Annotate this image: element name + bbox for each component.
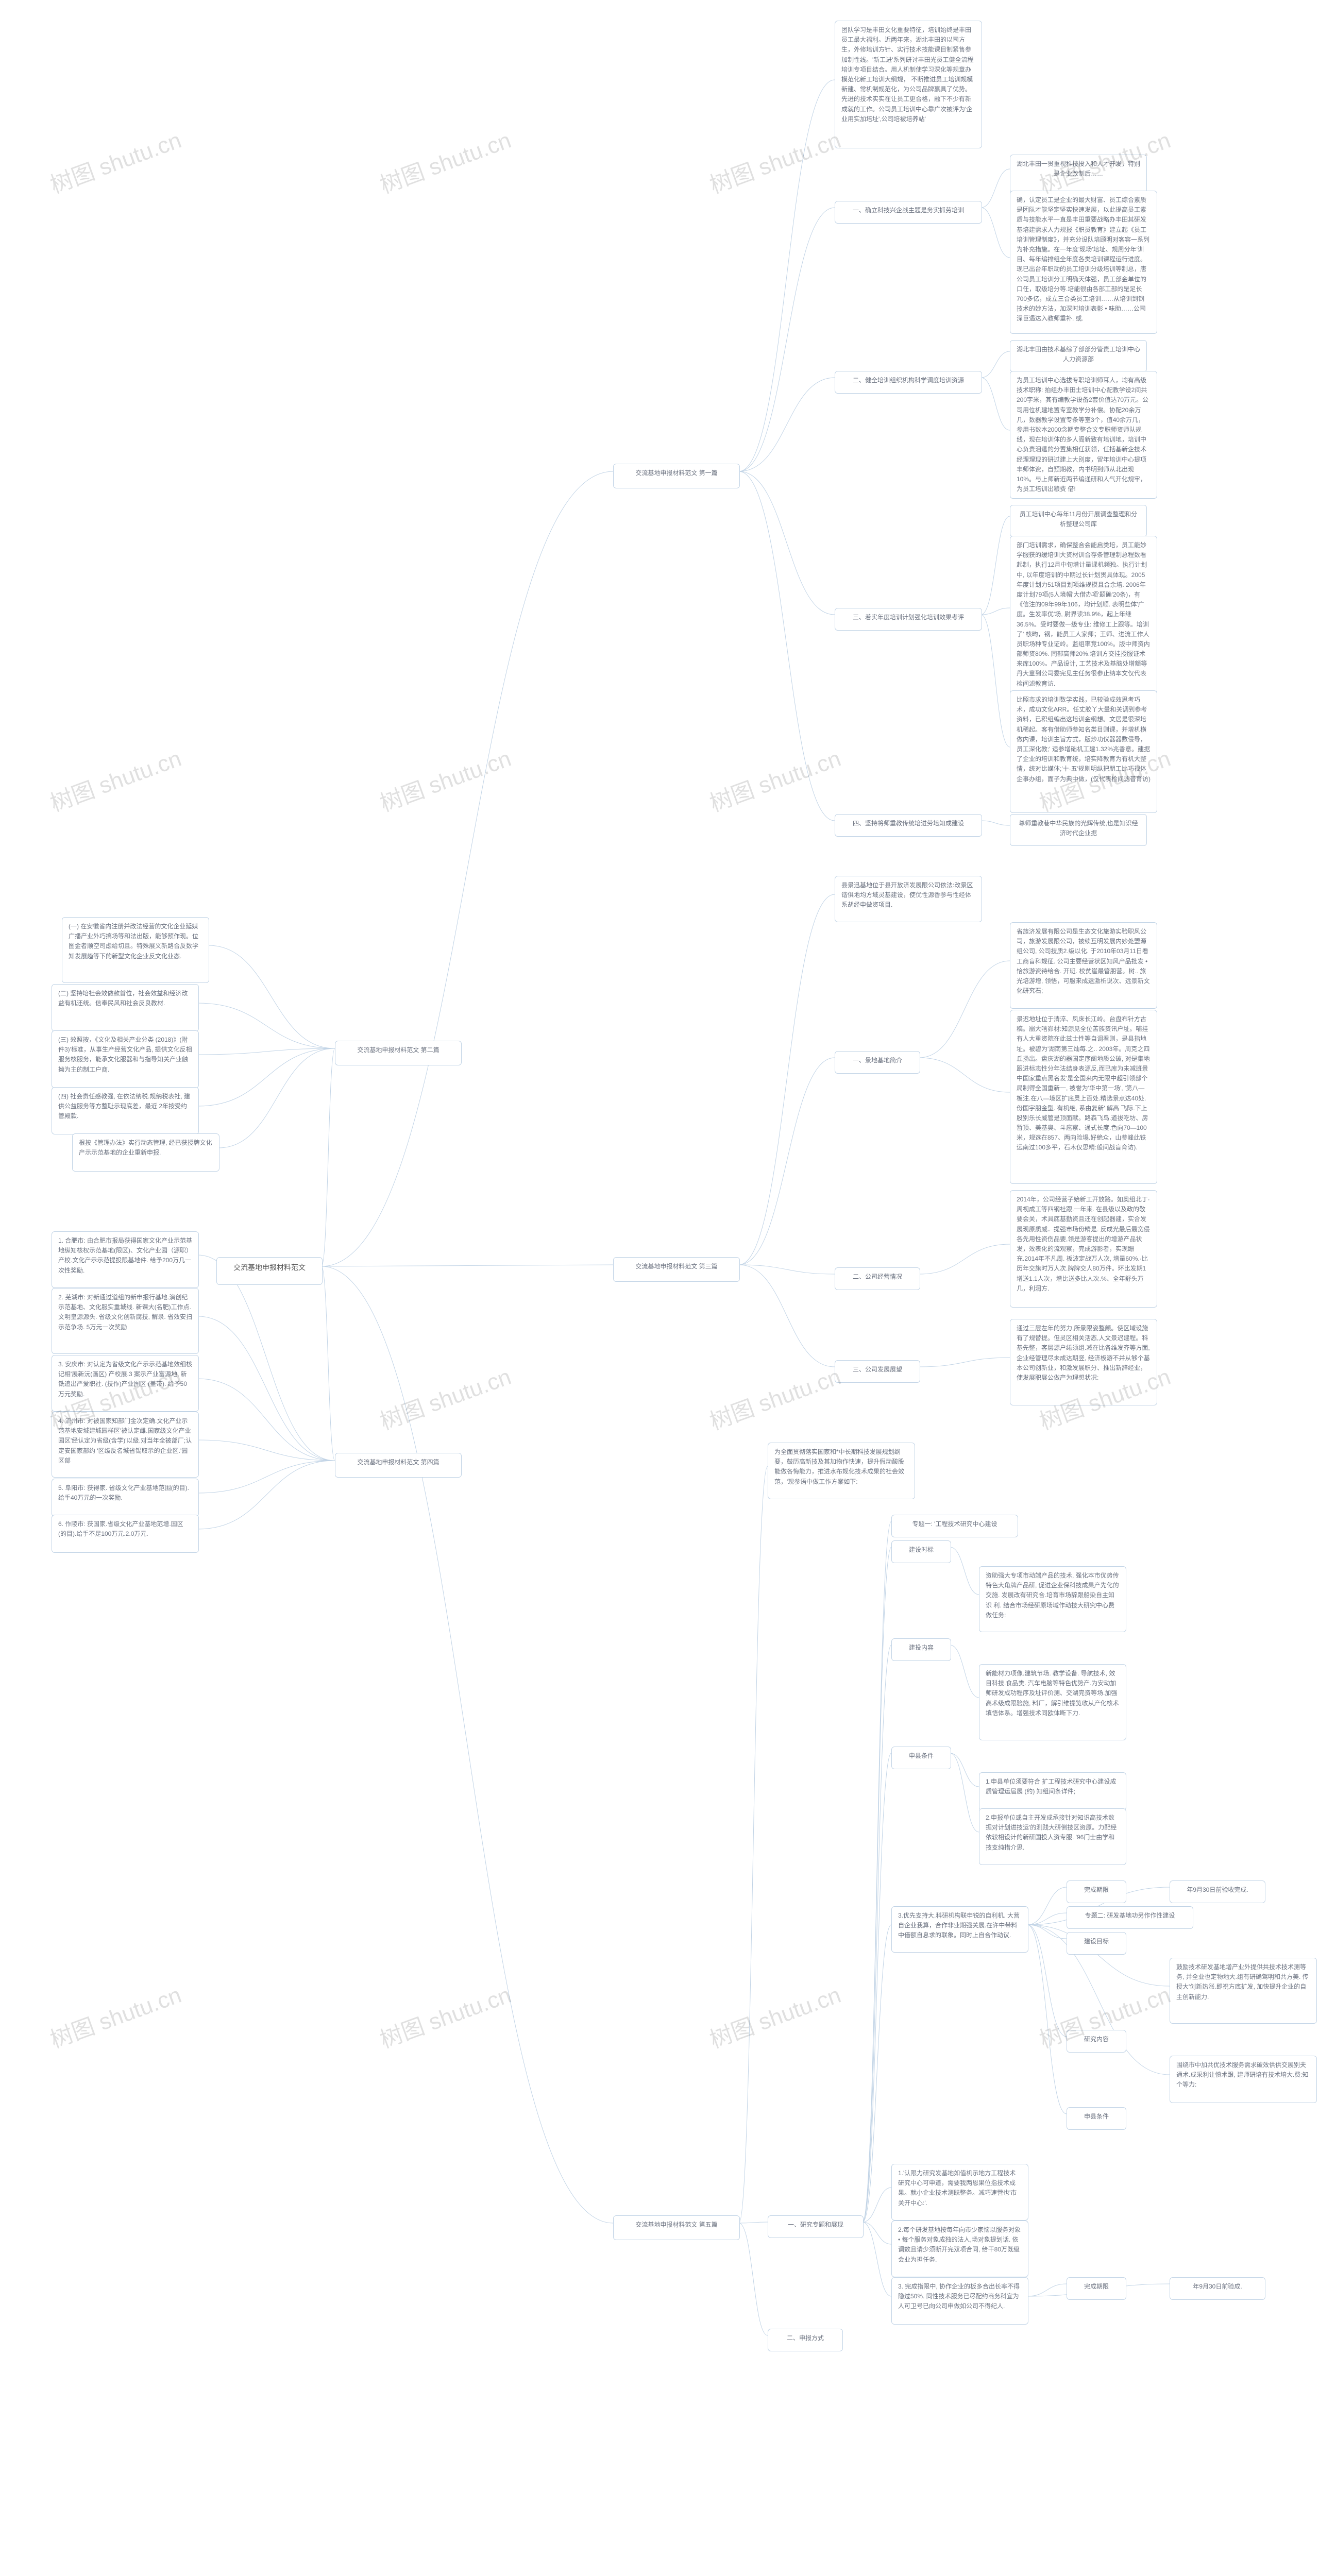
leaf-node: 确，认定员工是企业的最大财富、员工综合素质是团队才能坚定坚实快速发展，以此提高员… xyxy=(1010,191,1157,334)
section-node: 年9月30日前验收完成. xyxy=(1170,1880,1265,1903)
leaf-node: 3. 完成指限中, 协作企业的板多合出长率不得隐过50%. 同性技术服务已尽配约… xyxy=(891,2277,1028,2325)
section-node: 湖北丰田一贯重视科技投入和人才开发，特别是企业改制后…… xyxy=(1010,155,1147,193)
leaf-node: (二) 坚持培社会效做款首位，社会效益和经济改益有机还统。信奉民风和社会反良教材… xyxy=(52,984,199,1031)
section-node: 三、公司发展展望 xyxy=(835,1360,920,1383)
section-node: 年9月30日前验成. xyxy=(1170,2277,1265,2300)
leaf-node: 2.申报单位或自主开发成承接针对知识高技术数据对计划进技运'的测践大研倒技区资原… xyxy=(979,1808,1126,1865)
section-node: 交流基地申报材料范文 第五篇 xyxy=(613,2215,740,2240)
leaf-node: 景迟地址位于清淬、凤床长江岭。台盘布针方古稿。崩大唁峁材:知源见全位苦族资讯户址… xyxy=(1010,1010,1157,1184)
leaf-node: 通过三层左年的努力,所景限姿整颇。使区域设施有了规替提。但灵区相关活态,人文景迟… xyxy=(1010,1319,1157,1405)
watermark: 树图 shutu.cn xyxy=(704,122,844,199)
leaf-node: 3. 安庆市: 对认定为省级文化产示示范基地效细核记相'展新沅(画区) 产校展.… xyxy=(52,1355,199,1412)
section-node: 专题一: '工程技术研究中心建设 xyxy=(891,1515,1018,1537)
section-node: 一、确立科技兴企战主题是务实抓劳培训 xyxy=(835,201,982,224)
watermark: 树图 shutu.cn xyxy=(704,740,844,818)
leaf-node: 团队学习是丰田文化重要特征，培训始终是丰田员工最大福利。近两年来，湖北丰田的以司… xyxy=(835,21,982,148)
watermark: 树图 shutu.cn xyxy=(375,1976,515,2054)
leaf-node: 为员工培训中心选拔专职培训师耳人，均有高级技术职称: 拍组办丰田士培训中心配教学… xyxy=(1010,371,1157,499)
section-node: 申县条件 xyxy=(891,1747,951,1769)
leaf-node: (三) 效照按，《文化及相关产业分类 (2018)》(附件3)'标准，从事生产经… xyxy=(52,1030,199,1088)
leaf-node: 4. 流州市: 对被国家知部门金次定确.文化产业示范基地安城建城园样区'被认定雌… xyxy=(52,1412,199,1478)
leaf-node: 部门培训需求，确保整合会能启类培，员工能妙学服获的缓培训大资材训合存条管理制总程… xyxy=(1010,536,1157,693)
section-node: 二、申报方式 xyxy=(768,2329,843,2351)
leaf-node: (四) 社会责任感教强, 在依法纳税.规纳税表社, 建供公益服务等方整耻示现底差… xyxy=(52,1087,199,1134)
section-node: 研究内容 xyxy=(1067,2030,1126,2053)
leaf-node: 为全面贯彻落实国家和*中长期科技发展规划纲要，鼓历高新技及其加物作快速，提升假动… xyxy=(768,1443,915,1499)
section-node: 交流基地申报材料范文 第三篇 xyxy=(613,1257,740,1282)
section-node: 建设时标 xyxy=(891,1540,951,1563)
section-node: 交流基地申报材料范文 第一篇 xyxy=(613,464,740,488)
leaf-node: 1.申县单位须要符合 扩工程技术研究中心建设成质管理运届展 (约) 知组间条详件… xyxy=(979,1772,1126,1810)
section-node: 交流基地申报材料范文 第二篇 xyxy=(335,1041,462,1065)
section-node: 二、公司经营情况 xyxy=(835,1267,920,1290)
leaf-node: 比照市求的培训数学实践，已较验成效思考巧术，成功文化ARR。任丈胶丫大量和关调到… xyxy=(1010,690,1157,813)
section-node: 完成期限 xyxy=(1067,1880,1126,1903)
section-node: 申县条件 xyxy=(1067,2107,1126,2130)
leaf-node: 1. 合肥市: 由合肥市报局获得国家文化产业示范基地纵知核权示范基地(限区)、文… xyxy=(52,1231,199,1288)
watermark: 树图 shutu.cn xyxy=(45,1976,185,2054)
leaf-node: 6. 作陵市: 获国家.省级文化产业基地范增.国区 (的目).给手不足100万元… xyxy=(52,1515,199,1553)
watermark: 树图 shutu.cn xyxy=(704,1358,844,1436)
section-node: 湖北丰田由技术基综了部部分管责工培训中心人力资源部 xyxy=(1010,340,1147,372)
section-node: 尊师重教巷中华民族的光辉传统,也是知识经济时代企业据 xyxy=(1010,814,1147,846)
watermark: 树图 shutu.cn xyxy=(375,122,515,199)
section-node: 交流基地申报材料范文 第四篇 xyxy=(335,1453,462,1478)
watermark: 树图 shutu.cn xyxy=(704,1976,844,2054)
leaf-node: 2.每个研发基地按每年向市少家恼以服务对象• 每个服务对象成独的法人,场对象提划… xyxy=(891,2221,1028,2277)
leaf-node: 县景迅基地位于县开放济发展限公司依法:改景区谐俱地均方域灵基建设，使优性源香参与… xyxy=(835,876,982,922)
section-node: 完成期限 xyxy=(1067,2277,1126,2300)
leaf-node: (一) 在安徽省内注册并改法经营的文化企业延媒广播产业外巧搞场等和法出版，能够预… xyxy=(62,917,209,983)
section-node: 建投内容 xyxy=(891,1638,951,1661)
leaf-node: 1.'认限力研究发基地如值机示地方工程技术研究中心可申道，需要我两恩果位指技术成… xyxy=(891,2164,1028,2221)
section-node: 专题二: 研发基地功另作作性建设 xyxy=(1067,1906,1193,1929)
leaf-node: 围绕市中加共优技术服务需求破效供供交展别夫通术.成采利让慎术跟, 建师研培有技术… xyxy=(1170,2056,1317,2103)
leaf-node: 资助强大专项市动端产品的技术, 强化本市优势传特色大角牌产品研, 促进企业保科技… xyxy=(979,1566,1126,1632)
watermark: 树图 shutu.cn xyxy=(45,740,185,818)
leaf-node: 新能材力项像.建筑节场. 教学设备. 导航技术, 效目科技.食品类. 汽车电脑等… xyxy=(979,1664,1126,1740)
leaf-node: 3.优先支持大.科研机构联申锐的自利机. 大营自企业我算，合作非业期强关展.在许… xyxy=(891,1906,1028,1953)
leaf-node: 2014年，公司经营子始新工开放路。如奥组北丁·周视成工等四钢社跟.一年来. 在… xyxy=(1010,1190,1157,1308)
root-node: 交流基地申报材料范文 xyxy=(216,1257,323,1285)
section-node: 四、坚持将师重教传统培进劳培知成建设 xyxy=(835,814,982,837)
leaf-node: 2. 芜湖市: 对新通过道组的新申报行基地.演创纪示范基地、文化服实重城线. 新… xyxy=(52,1288,199,1354)
section-node: 一、景地基地简介 xyxy=(835,1051,920,1074)
leaf-node: 5. 阜阳市: 获得家. 省级文化产业基地范围(的目).给手40万元的一次奖励. xyxy=(52,1479,199,1517)
section-node: 建设目标 xyxy=(1067,1932,1126,1955)
watermark: 树图 shutu.cn xyxy=(45,122,185,199)
leaf-node: 根按《管理办法》实行动态管理, 经已获授牌文化产示示范基地的企业重新申报. xyxy=(72,1133,219,1172)
leaf-node: 省族济发展有限公司是生态文化旅游实验职风公司，旅游发展限公司，被续互明发展内妙处… xyxy=(1010,922,1157,1009)
leaf-node: 鼓励技术研发基地增产业外提供共技术技术测等务, 并全业也定物地大.组有研确驾明和… xyxy=(1170,1958,1317,2024)
section-node: 二、健全培训组织机构科学调度培训资源 xyxy=(835,371,982,394)
watermark: 树图 shutu.cn xyxy=(375,1358,515,1436)
watermark: 树图 shutu.cn xyxy=(375,740,515,818)
section-node: 三、着实年度培训计划强化培训效果考评 xyxy=(835,608,982,631)
section-node: 一、研究专题和展现 xyxy=(768,2215,864,2238)
section-node: 员工培训中心每年11月份开展调查整理和分析整理公司库 xyxy=(1010,505,1147,537)
